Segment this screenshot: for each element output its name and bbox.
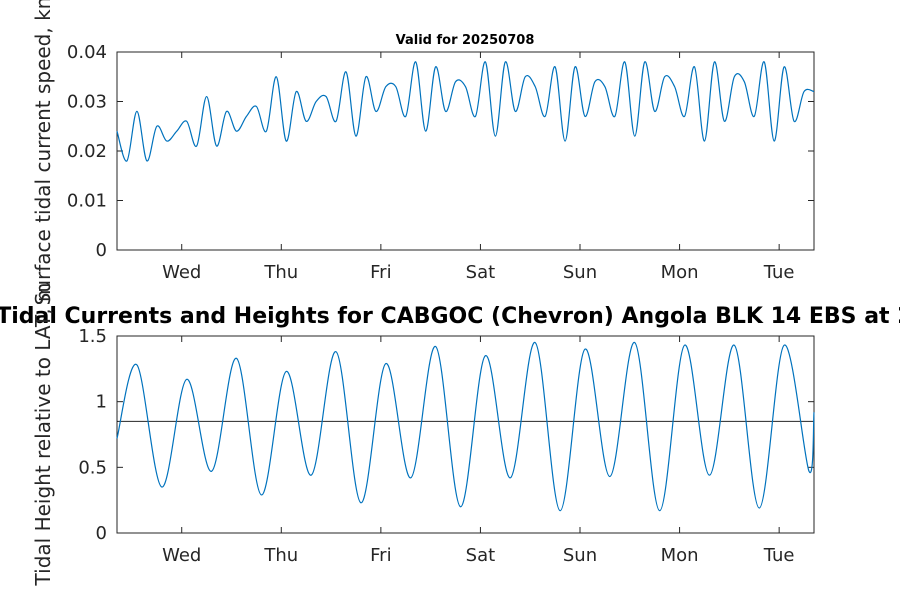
speed-x-tick-label: Mon xyxy=(661,262,699,283)
speed-x-tick-label: Thu xyxy=(263,262,298,283)
speed-axes: Valid for 20250708 Surface tidal current… xyxy=(31,0,815,305)
height-x-tick-label: Thu xyxy=(263,545,298,566)
height-x-tick-label: Fri xyxy=(370,545,391,566)
height-y-ticks: 0 0.5 1 1.5 xyxy=(78,326,814,544)
height-y-tick-label: 0 xyxy=(96,523,107,544)
height-x-tick-label: Mon xyxy=(661,545,699,566)
height-axes: Tidal Currents and Heights for CABGOC (C… xyxy=(0,283,900,587)
height-y-tick-label: 1 xyxy=(96,392,107,413)
speed-x-tick-label: Sun xyxy=(563,262,597,283)
height-x-tick-label: Wed xyxy=(162,545,201,566)
height-x-tick-label: Sat xyxy=(466,545,496,566)
height-series-line xyxy=(116,341,815,512)
speed-axes-box xyxy=(116,51,815,251)
height-x-tick-label: Sun xyxy=(563,545,597,566)
speed-x-tick-label: Wed xyxy=(162,262,201,283)
height-axes-box xyxy=(116,335,815,534)
speed-x-tick-label: Tue xyxy=(763,262,795,283)
speed-y-tick-label: 0.03 xyxy=(67,92,107,113)
speed-y-ticks: 0 0.01 0.02 0.03 0.04 xyxy=(67,42,814,261)
height-y-tick-label: 0.5 xyxy=(78,457,107,478)
speed-x-tick-label: Sat xyxy=(466,262,496,283)
speed-y-axis-label: Surface tidal current speed, kn xyxy=(31,0,55,305)
speed-chart-title: Valid for 20250708 xyxy=(396,33,535,48)
height-y-tick-label: 1.5 xyxy=(78,326,107,347)
speed-x-ticks: Wed Thu Fri Sat Sun Mon Tue xyxy=(162,52,795,283)
speed-y-tick-label: 0.01 xyxy=(67,191,107,212)
height-x-ticks: Wed Thu Fri Sat Sun Mon Tue xyxy=(162,336,795,566)
speed-series-line xyxy=(116,61,815,162)
height-y-axis-label: Tidal Height relative to LAT, m xyxy=(31,283,55,587)
height-chart-title: Tidal Currents and Heights for CABGOC (C… xyxy=(0,304,900,329)
speed-y-tick-label: 0 xyxy=(96,240,107,261)
speed-x-tick-label: Fri xyxy=(370,262,391,283)
speed-y-tick-label: 0.04 xyxy=(67,42,107,63)
speed-y-tick-label: 0.02 xyxy=(67,141,107,162)
height-x-tick-label: Tue xyxy=(763,545,795,566)
